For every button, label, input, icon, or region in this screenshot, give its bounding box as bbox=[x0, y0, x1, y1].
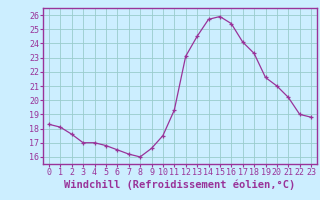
X-axis label: Windchill (Refroidissement éolien,°C): Windchill (Refroidissement éolien,°C) bbox=[64, 180, 296, 190]
